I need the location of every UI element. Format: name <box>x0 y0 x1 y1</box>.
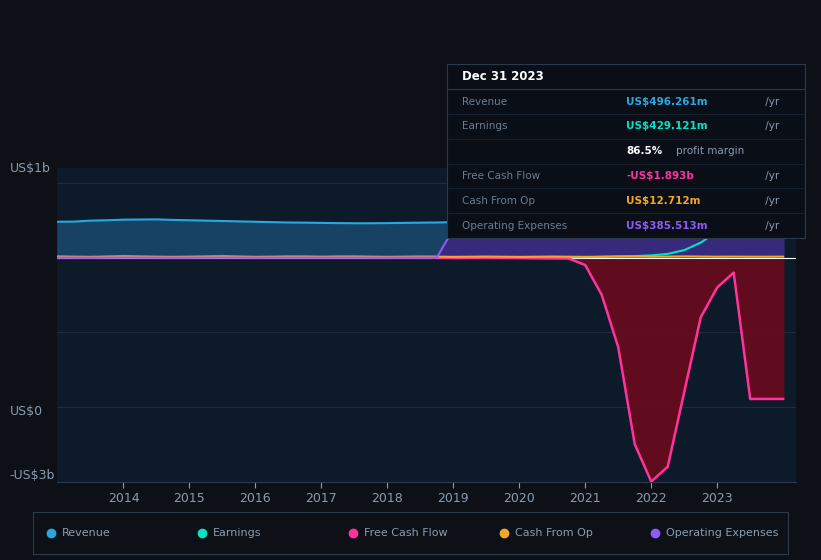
Text: Revenue: Revenue <box>62 529 110 538</box>
Text: Cash From Op: Cash From Op <box>461 196 534 206</box>
Text: US$0: US$0 <box>10 404 43 418</box>
Text: US$496.261m: US$496.261m <box>626 97 708 106</box>
Text: Operating Expenses: Operating Expenses <box>666 529 778 538</box>
Text: Dec 31 2023: Dec 31 2023 <box>461 71 544 83</box>
Text: -US$3b: -US$3b <box>10 469 55 482</box>
Text: profit margin: profit margin <box>676 146 745 156</box>
Text: -US$1.893b: -US$1.893b <box>626 171 694 181</box>
Text: US$385.513m: US$385.513m <box>626 221 708 231</box>
Text: 86.5%: 86.5% <box>626 146 663 156</box>
Text: Free Cash Flow: Free Cash Flow <box>461 171 540 181</box>
Text: Operating Expenses: Operating Expenses <box>461 221 567 231</box>
Text: Revenue: Revenue <box>461 97 507 106</box>
Text: /yr: /yr <box>762 97 779 106</box>
Text: Earnings: Earnings <box>461 122 507 132</box>
Text: US$12.712m: US$12.712m <box>626 196 700 206</box>
Text: /yr: /yr <box>762 122 779 132</box>
Text: Cash From Op: Cash From Op <box>515 529 593 538</box>
Text: Free Cash Flow: Free Cash Flow <box>364 529 447 538</box>
Text: US$1b: US$1b <box>10 162 50 175</box>
Text: /yr: /yr <box>762 171 779 181</box>
Text: Earnings: Earnings <box>213 529 261 538</box>
Text: US$429.121m: US$429.121m <box>626 122 708 132</box>
Text: /yr: /yr <box>762 196 779 206</box>
Text: /yr: /yr <box>762 221 779 231</box>
